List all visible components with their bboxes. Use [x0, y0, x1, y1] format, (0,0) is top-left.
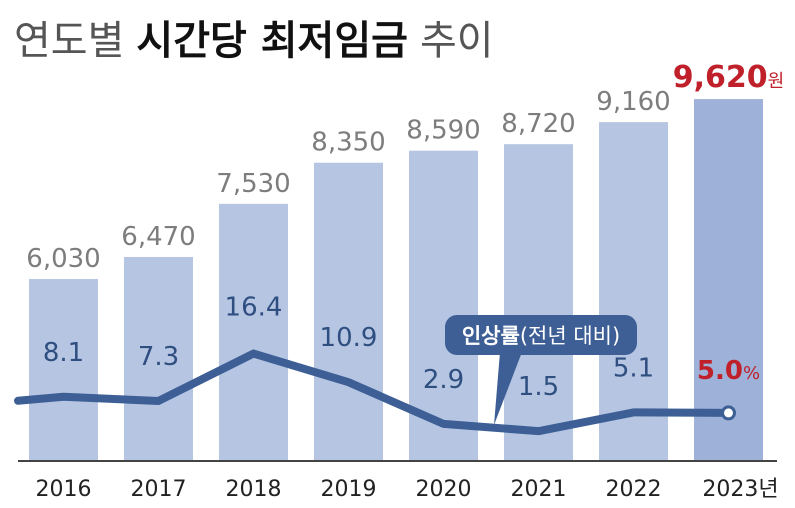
title-suffix: 추이 — [420, 18, 494, 64]
year-label-2020: 2020 — [416, 477, 472, 502]
callout-bubble — [445, 315, 637, 355]
rate-value-2021: 1.5 — [518, 372, 559, 402]
wage-bar-2018 — [219, 203, 288, 462]
year-label-2021: 2021 — [511, 477, 567, 502]
wage-bar-2020 — [409, 150, 478, 461]
label-group: 6,030 2016 6,470 2017 7,530 2018 8,350 2019 8,59… — [26, 60, 784, 502]
rate-value-2022: 5.1 — [613, 353, 654, 383]
year-label-2023: 2023년 — [702, 477, 778, 502]
bar-group — [29, 99, 763, 462]
wage-value-2020: 8,590 — [406, 116, 480, 146]
wage-value-2018: 7,530 — [216, 169, 290, 199]
wage-value-2017: 6,470 — [121, 222, 195, 252]
rate-value-2017: 7.3 — [138, 342, 179, 372]
title-prefix: 연도별 — [14, 18, 124, 64]
year-label-2022: 2022 — [606, 477, 662, 502]
wage-bar-2017 — [124, 256, 193, 461]
rate-value-2019: 10.9 — [320, 323, 378, 353]
year-label-2017: 2017 — [131, 477, 187, 502]
wage-value-2022: 9,160 — [596, 87, 670, 117]
year-label-2016: 2016 — [36, 477, 92, 502]
year-label-2018: 2018 — [226, 477, 282, 502]
year-label-2019: 2019 — [321, 477, 377, 502]
wage-bar-2016 — [29, 279, 98, 461]
wage-value-2016: 6,030 — [26, 244, 100, 274]
rate-value-2018: 16.4 — [225, 293, 283, 323]
rate-value-2020: 2.9 — [423, 365, 464, 395]
callout-pointer — [494, 352, 522, 425]
chart-title: 연도별 시간당 최저임금 추이 — [14, 18, 494, 64]
rate-line — [14, 349, 733, 436]
rate-callout: 인상률(전년 대비) — [445, 315, 637, 425]
wage-bar-2022 — [599, 122, 668, 461]
wage-value-2023: 9,620원 — [673, 60, 784, 95]
wage-bar-2019 — [314, 162, 383, 461]
rate-value-2023: 5.0% — [697, 356, 760, 386]
wage-value-2019: 8,350 — [311, 128, 385, 158]
rate-endpoint-2023 — [721, 405, 736, 421]
rate-line-group — [14, 349, 736, 436]
title-bold: 시간당 최저임금 — [136, 18, 408, 64]
wage-bar-2023 — [694, 99, 763, 462]
rate-value-2016: 8.1 — [43, 338, 84, 368]
wage-bar-2021 — [504, 144, 573, 461]
wage-value-2021: 8,720 — [501, 109, 575, 139]
callout-label: 인상률(전년 대비) — [462, 324, 620, 348]
